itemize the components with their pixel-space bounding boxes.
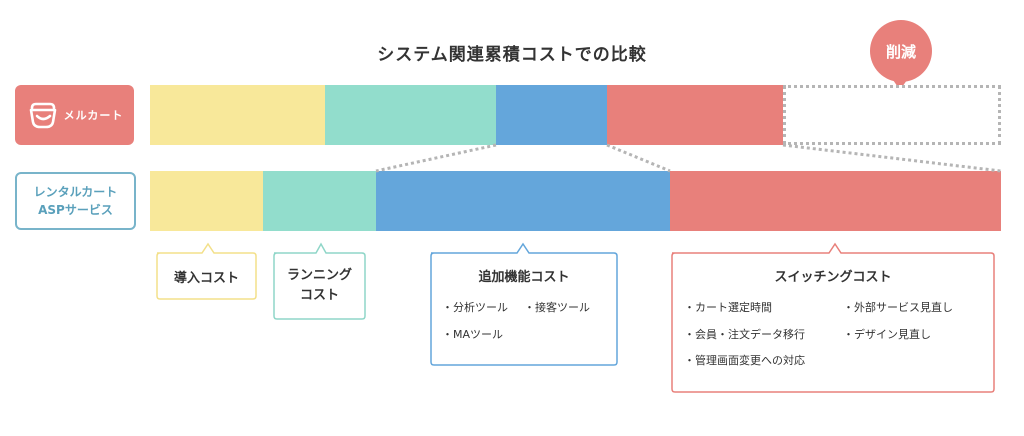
rental-cart-label-box: レンタルカート ASPサービス — [15, 172, 136, 230]
switching-item-admin-change: ・管理画面変更への対応 — [684, 354, 805, 367]
additional-callout-frame — [430, 242, 618, 366]
rental-cart-label: レンタルカート — [33, 185, 118, 199]
additional-item-customer-service: ・接客ツール — [524, 301, 590, 314]
switching-item-data-migration: ・会員・注文データ移行 — [684, 328, 805, 341]
switching-item-external-services: ・外部サービス見直し — [843, 301, 953, 314]
reduction-badge: 削減 — [870, 20, 932, 82]
intro-cost-callout-title: 導入コスト — [173, 271, 239, 286]
rental-running-cost-segment — [263, 171, 376, 231]
melcart-logo-box: メルカート — [15, 85, 134, 145]
melcart-switching-cost-segment — [607, 85, 783, 145]
melcart-intro-cost-segment — [150, 85, 325, 145]
additional-cost-callout-title: 追加機能コスト — [478, 270, 570, 285]
switching-cost-callout-title: スイッチングコスト — [774, 270, 892, 285]
rental-switching-cost-segment — [670, 171, 1001, 231]
rental-additional-cost-segment — [376, 171, 670, 231]
additional-left-connector — [375, 143, 497, 173]
melcart-additional-cost-segment — [496, 85, 607, 145]
additional-item-ma-tool: ・MAツール — [442, 328, 504, 341]
asp-service-label: ASPサービス — [38, 203, 113, 217]
melcart-running-cost-segment — [325, 85, 496, 145]
switching-callout-frame — [671, 242, 995, 393]
rental-intro-cost-segment — [150, 171, 263, 231]
reduction-connector — [782, 143, 1002, 173]
cart-logo-icon — [29, 102, 56, 129]
switching-item-design-review: ・デザイン見直し — [843, 328, 931, 341]
chart-title: システム関連累積コストでの比較 — [377, 45, 647, 65]
reduced-cost-segment — [783, 85, 1001, 145]
additional-item-analytics: ・分析ツール — [442, 301, 508, 314]
running-cost-title-line1: ランニング — [286, 268, 352, 283]
running-cost-title-line2: コスト — [299, 288, 339, 303]
switching-item-cart-selection: ・カート選定時間 — [684, 301, 772, 314]
additional-right-connector — [606, 143, 671, 173]
running-callout-frame — [273, 242, 366, 320]
melcart-label: メルカート — [63, 109, 124, 122]
intro-callout-frame — [156, 242, 257, 300]
running-cost-callout-title: ランニング コスト — [274, 266, 365, 306]
